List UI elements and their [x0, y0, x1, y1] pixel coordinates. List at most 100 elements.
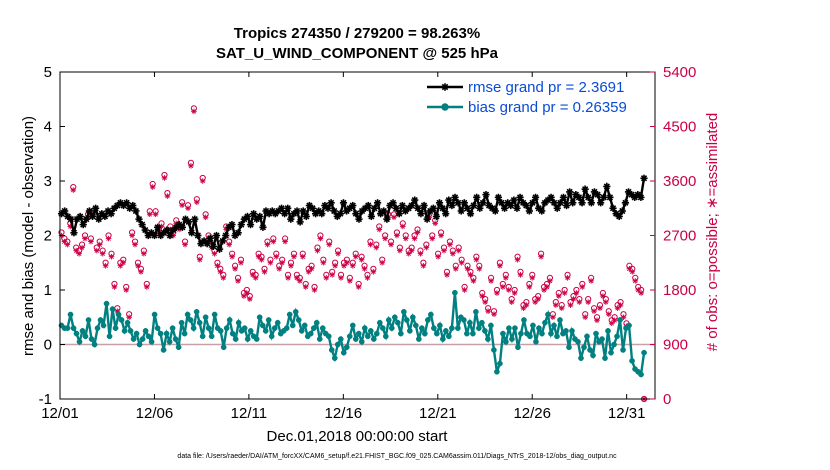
bias-point: [626, 322, 632, 329]
bias-point: [500, 330, 506, 337]
obs-assimilated-point: [611, 317, 618, 324]
obs-assimilated-point: [379, 259, 386, 266]
bias-point: [446, 333, 452, 340]
rmse-point: [398, 201, 406, 210]
bias-point: [274, 319, 281, 326]
obs-assimilated-point: [638, 290, 644, 296]
bias-point: [602, 355, 608, 361]
bias-point: [428, 311, 434, 318]
rmse-point: [479, 199, 487, 207]
bias-point: [241, 325, 248, 331]
bias-point: [124, 319, 131, 326]
rmse-point: [609, 204, 617, 212]
rmse-point: [318, 210, 326, 218]
bias-point: [482, 328, 488, 334]
rmse-point: [466, 210, 475, 218]
bias-point: [379, 325, 386, 331]
obs-assimilated-point: [185, 205, 191, 212]
rmse-point: [153, 223, 162, 231]
obs-assimilated-point: [232, 266, 238, 272]
bias-point: [506, 325, 512, 331]
bias-point: [536, 325, 542, 331]
rmse-point: [243, 212, 252, 221]
bias-point: [358, 338, 365, 345]
obs-assimilated-point: [376, 226, 383, 233]
obs-assimilated-point: [370, 269, 377, 275]
obs-assimilated-point: [570, 296, 577, 302]
bias-point: [109, 306, 116, 312]
obs-assimilated-point: [485, 308, 491, 314]
y-left-tick-label: -1: [39, 391, 52, 408]
obs-assimilated-point: [79, 244, 85, 251]
rmse-point: [135, 215, 143, 223]
obs-assimilated-point: [447, 241, 453, 248]
obs-assimilated-point: [464, 266, 471, 272]
obs-assimilated-point: [285, 275, 291, 281]
rmse-point: [88, 212, 97, 221]
rmse-point: [575, 193, 583, 201]
rmse-point: [457, 207, 465, 215]
rmse-point: [364, 201, 372, 210]
x-axis-label: Dec.01,2018 00:00:00 start: [267, 428, 449, 445]
obs-assimilated-point: [191, 108, 197, 115]
rmse-point: [259, 223, 267, 231]
bias-point: [367, 328, 374, 334]
x-tick-label: 12/11: [231, 405, 267, 422]
x-tick-label: 12/26: [513, 405, 551, 422]
obs-assimilated-point: [505, 287, 512, 293]
rmse-point: [600, 193, 608, 201]
obs-assimilated-point: [297, 278, 303, 284]
rmse-point: [547, 193, 555, 201]
obs-assimilated-point: [238, 259, 244, 266]
obs-assimilated-point: [617, 302, 624, 308]
rmse-point: [237, 221, 245, 229]
obs-assimilated-point: [514, 256, 521, 263]
bias-point: [548, 330, 554, 337]
bias-point: [253, 336, 260, 342]
obs-assimilated-point: [458, 259, 465, 266]
bias-point: [85, 317, 92, 323]
legend-marker-bias: [441, 103, 449, 111]
rmse-point: [107, 210, 115, 218]
rmse-point: [513, 204, 521, 212]
bias-point: [103, 300, 110, 307]
obs-assimilated-point: [450, 250, 456, 257]
obs-assimilated-point: [164, 193, 171, 199]
bias-point: [434, 330, 440, 337]
rmse-point: [203, 240, 211, 248]
bias-point: [352, 336, 359, 342]
bias-point: [376, 319, 383, 326]
obs-assimilated-point: [308, 266, 315, 272]
obs-assimilated-point: [279, 259, 285, 266]
bias-point: [470, 330, 476, 337]
bias-point: [67, 311, 74, 318]
bias-point: [521, 317, 527, 323]
bias-point: [491, 347, 497, 353]
chart-title: Tropics 274350 / 279200 = 98.263%: [234, 25, 480, 42]
rmse-point: [435, 199, 444, 207]
bias-point: [373, 330, 380, 337]
obs-assimilated-point: [111, 284, 118, 290]
bias-point: [151, 311, 158, 318]
rmse-point: [92, 204, 100, 212]
rmse-point: [460, 199, 468, 207]
obs-assimilated-point: [367, 241, 374, 248]
bias-point: [244, 336, 251, 342]
rmse-point: [166, 231, 174, 240]
bias-point: [539, 330, 545, 337]
obs-assimilated-point: [261, 269, 268, 275]
bias-point: [494, 368, 500, 375]
obs-assimilated-point: [544, 284, 550, 290]
rmse-point: [553, 204, 561, 212]
bias-point: [418, 325, 425, 331]
obs-assimilated-point: [282, 238, 288, 245]
obs-assimilated-point: [461, 287, 468, 293]
rmse-point: [640, 174, 648, 182]
y-left-tick-label: 5: [44, 64, 52, 81]
bias-point: [334, 341, 341, 348]
rmse-point: [284, 204, 292, 212]
bias-point: [479, 319, 485, 326]
rmse-point: [417, 210, 425, 218]
bias-point: [226, 317, 233, 323]
